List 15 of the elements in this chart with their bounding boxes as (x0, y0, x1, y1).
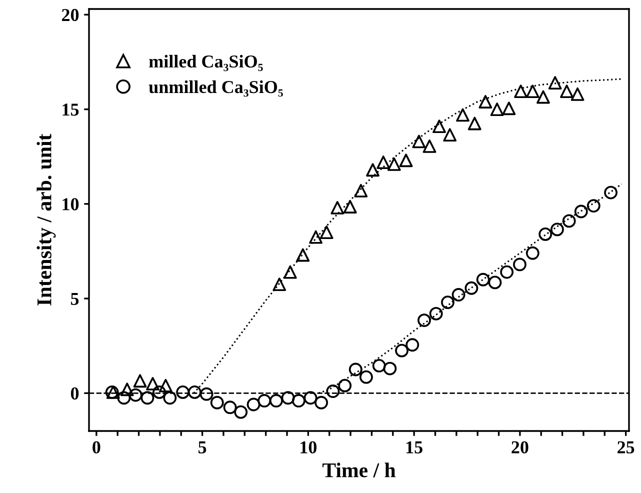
x-axis-title: Time / h (322, 462, 396, 478)
y-tick-label: 5 (70, 292, 79, 305)
x-tick-label: 15 (406, 441, 422, 454)
x-tick-label: 0 (92, 441, 100, 454)
y-tick-label: 0 (70, 387, 79, 400)
x-tick-label: 5 (198, 441, 206, 454)
y-tick-label: 20 (62, 8, 79, 22)
x-tick-label: 20 (512, 441, 528, 454)
y-tick-label: 15 (62, 104, 79, 116)
x-tick-label: 25 (618, 441, 634, 454)
y-tick-label: 10 (62, 198, 79, 210)
x-tick-label: 10 (300, 441, 317, 454)
legend-label: milled Ca₃SiO₅ (149, 54, 263, 72)
legend-label: unmilled Ca₃SiO₅ (148, 80, 283, 97)
y-axis-title: Intensity / arb. unit (36, 134, 56, 306)
